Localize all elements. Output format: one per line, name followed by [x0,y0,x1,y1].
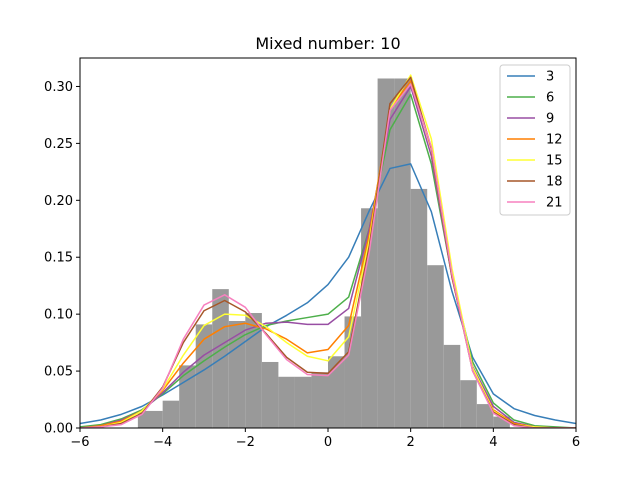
legend-label: 15 [546,154,563,169]
x-tick-label: −4 [153,435,172,450]
histogram-bar [179,365,196,428]
y-tick-label: 0.05 [44,365,73,380]
density-lines [80,74,576,428]
x-axis: −6 −4 −2 0 2 4 6 [70,428,580,450]
legend-label: 3 [546,70,554,85]
x-tick-label: −2 [236,435,255,450]
plot-area [79,57,577,429]
histogram-bar [261,361,279,428]
histogram-bar [410,188,428,428]
y-tick-label: 0.30 [44,80,73,95]
histogram-bar [311,372,328,428]
histogram-bar [493,416,510,428]
histogram-bar [245,313,262,428]
histogram-bar [162,400,180,428]
histogram-bar [294,376,312,428]
y-tick-label: 0.00 [44,422,73,437]
histogram-bar [344,316,362,428]
histogram-bar [443,344,461,428]
histogram-bar [328,356,345,428]
histogram-bars [137,78,510,428]
histogram-bar [394,78,411,428]
legend-label: 12 [546,133,563,148]
legend-label: 6 [546,91,554,106]
chart-title: Mixed number: 10 [255,34,400,53]
series-line-21 [80,83,576,428]
y-tick-label: 0.25 [44,137,73,152]
histogram-bar [427,265,444,428]
y-tick-label: 0.15 [44,251,73,266]
series-line-3 [80,163,576,425]
legend-box [499,64,571,216]
x-tick-label: 2 [407,435,415,450]
histogram-bar [137,410,163,428]
histogram-bar [476,404,494,428]
legend-label: 18 [546,175,563,190]
legend-label: 9 [546,112,554,127]
histogram-bar [460,380,477,428]
y-tick-label: 0.10 [44,308,73,323]
series-line-6 [80,93,576,428]
series-line-9 [80,85,576,428]
histogram-bar [228,320,246,428]
legend: 3 6 9 12 15 18 21 [499,64,571,216]
y-tick-label: 0.20 [44,194,73,209]
histogram-bar [195,324,213,428]
x-tick-label: −6 [70,435,89,450]
x-tick-label: 6 [572,435,580,450]
histogram-bar [278,376,295,428]
x-tick-label: 0 [324,435,332,450]
y-axis: 0.00 0.05 0.10 0.15 0.20 0.25 0.30 [44,80,80,437]
legend-label: 21 [546,196,563,211]
x-tick-label: 4 [489,435,497,450]
